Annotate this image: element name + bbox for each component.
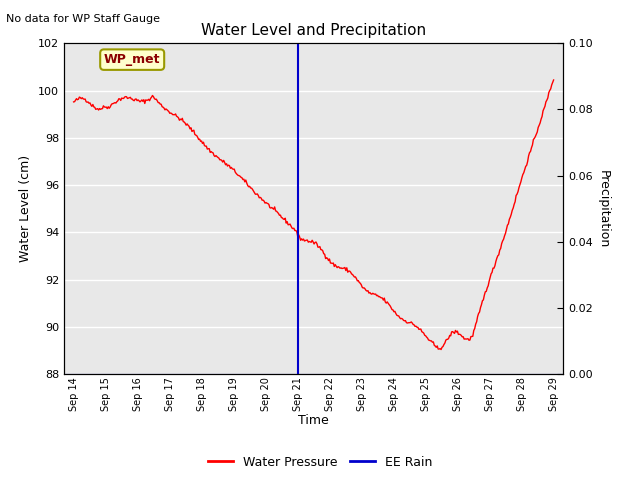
Text: No data for WP Staff Gauge: No data for WP Staff Gauge (6, 14, 161, 24)
Y-axis label: Water Level (cm): Water Level (cm) (19, 155, 33, 263)
Y-axis label: Precipitation: Precipitation (596, 169, 609, 248)
Title: Water Level and Precipitation: Water Level and Precipitation (201, 23, 426, 38)
Legend: Water Pressure, EE Rain: Water Pressure, EE Rain (203, 451, 437, 474)
X-axis label: Time: Time (298, 414, 329, 427)
Text: WP_met: WP_met (104, 53, 161, 66)
